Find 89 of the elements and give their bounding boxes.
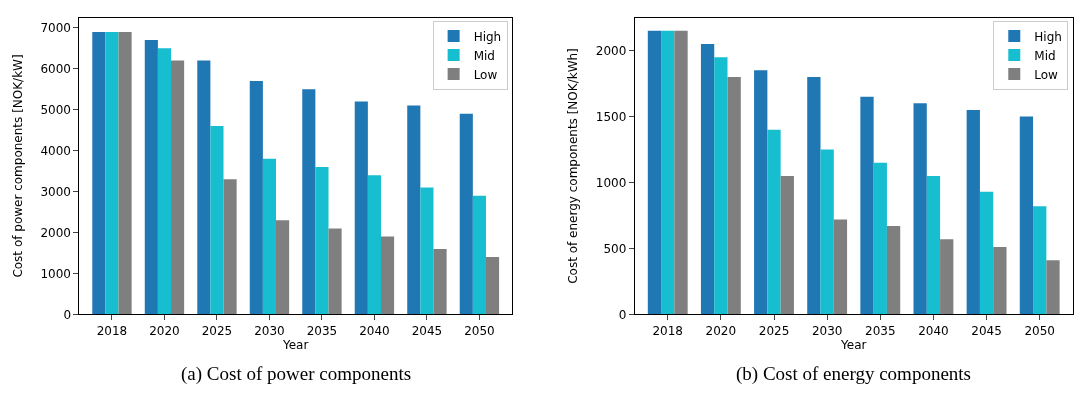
bar	[727, 76, 741, 315]
bar	[157, 48, 172, 315]
bar	[433, 248, 447, 315]
bar	[926, 175, 941, 315]
y-tick-label: 1000	[595, 175, 627, 190]
bar	[940, 239, 954, 315]
bar	[485, 257, 500, 315]
bar	[367, 175, 381, 315]
bar	[354, 101, 368, 315]
bar	[993, 247, 1007, 315]
legend-label: Mid	[473, 48, 495, 63]
x-tick-label: 2018	[652, 323, 683, 338]
bar	[197, 60, 211, 315]
bar	[380, 236, 395, 315]
bar	[860, 96, 874, 315]
legend-label: Low	[1034, 67, 1059, 82]
y-tick-label: 500	[603, 241, 627, 256]
bar	[886, 226, 901, 315]
x-tick-label: 2040	[359, 323, 390, 338]
bar	[105, 31, 119, 315]
bar	[459, 113, 473, 315]
legend-label: Mid	[1034, 48, 1056, 63]
bar	[315, 167, 329, 315]
x-tick-label: 2020	[705, 323, 737, 338]
bar	[223, 179, 237, 315]
bar	[807, 76, 821, 315]
bar	[276, 220, 290, 315]
y-tick-label: 5000	[40, 102, 72, 117]
x-axis-title: Year	[840, 337, 867, 352]
legend-label: High	[1034, 29, 1062, 44]
y-tick-label: 2000	[40, 225, 72, 240]
x-tick-label: 2050	[1024, 323, 1055, 338]
bar	[328, 228, 342, 315]
bar	[472, 195, 486, 315]
bar	[780, 175, 794, 315]
bar	[420, 187, 434, 315]
bar	[262, 158, 277, 315]
x-tick-label: 2030	[254, 323, 285, 338]
bar	[118, 31, 132, 315]
bar	[700, 43, 715, 315]
bar	[171, 60, 185, 315]
y-tick-label: 6000	[40, 61, 72, 76]
y-tick-label: 3000	[40, 184, 72, 199]
bar	[674, 30, 688, 315]
x-tick-label: 2045	[971, 323, 1002, 338]
x-tick-label: 2030	[811, 323, 843, 338]
x-tick-label: 2050	[464, 323, 495, 338]
y-tick-label: 0	[618, 307, 627, 322]
x-tick-label: 2035	[865, 323, 896, 338]
text: (a) Cost of power components	[181, 363, 412, 385]
bar	[979, 191, 994, 315]
bar	[302, 89, 316, 315]
bar	[661, 30, 675, 315]
y-tick-label: 1000	[40, 266, 72, 281]
bar	[144, 40, 158, 315]
x-tick-label: 2035	[306, 323, 338, 338]
y-tick-label: 0	[63, 307, 72, 322]
bar	[873, 162, 887, 315]
bar	[966, 109, 980, 315]
x-tick-label: 2025	[758, 323, 790, 338]
bar	[647, 30, 662, 315]
bar	[754, 70, 768, 315]
y-axis-title: Cost of energy components [NOK/kWh]	[566, 48, 581, 284]
bar	[913, 103, 927, 315]
x-tick-label: 2020	[149, 323, 180, 338]
bar	[1033, 206, 1047, 315]
bar	[249, 81, 263, 315]
bar	[833, 219, 848, 315]
x-axis-title: Year	[281, 337, 309, 352]
y-tick-label: 4000	[40, 143, 72, 158]
legend-label: High	[473, 29, 502, 44]
x-tick-label: 2018	[96, 323, 128, 338]
legend-label: Low	[473, 67, 498, 82]
x-tick-label: 2040	[918, 323, 949, 338]
bar	[1019, 116, 1034, 315]
bar	[1046, 260, 1060, 315]
bar	[767, 129, 781, 315]
bar	[820, 149, 834, 315]
bar	[210, 126, 224, 315]
bar	[714, 57, 728, 315]
y-tick-label: 7000	[40, 21, 72, 36]
bar	[92, 31, 106, 315]
bar	[407, 105, 421, 315]
x-tick-label: 2025	[201, 323, 233, 338]
text: (b) Cost of energy components	[736, 363, 971, 385]
y-tick-label: 1500	[595, 109, 627, 124]
y-axis-title: Cost of power components [NOK/kW]	[10, 54, 25, 278]
x-tick-label: 2045	[411, 323, 443, 338]
y-tick-label: 2000	[595, 43, 627, 58]
